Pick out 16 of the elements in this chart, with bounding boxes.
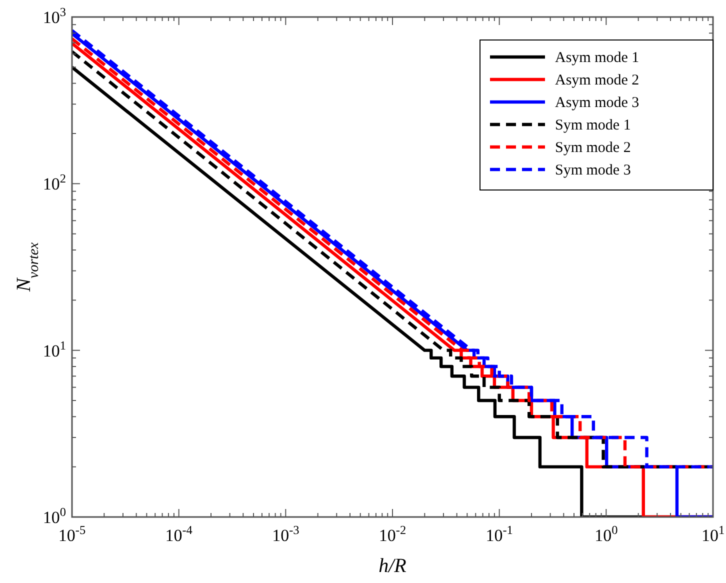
x-tick-label: 10$^{0}$ <box>594 523 618 545</box>
legend-label: Sym mode 2 <box>555 140 631 156</box>
legend-label: Asym mode 2 <box>555 72 640 88</box>
legend-label: Asym mode 1 <box>555 50 640 66</box>
x-tick-label: 10$^{-2}$ <box>378 523 406 545</box>
x-axis-title: h/R <box>378 555 406 577</box>
y-tick-label: 10$^{3}$ <box>42 5 66 27</box>
x-tick-label: 10$^{-1}$ <box>486 523 513 545</box>
y-tick-label: 10$^{2}$ <box>42 172 66 194</box>
legend-label: Sym mode 1 <box>555 118 631 134</box>
legend-label: Sym mode 3 <box>555 162 631 178</box>
legend-label: Asym mode 3 <box>555 95 640 111</box>
y-tick-label: 10$^{1}$ <box>42 338 66 360</box>
x-tick-label: 10$^{-4}$ <box>165 523 192 545</box>
x-tick-label: 10$^{1}$ <box>701 523 725 545</box>
x-tick-label: 10$^{-3}$ <box>272 523 300 545</box>
